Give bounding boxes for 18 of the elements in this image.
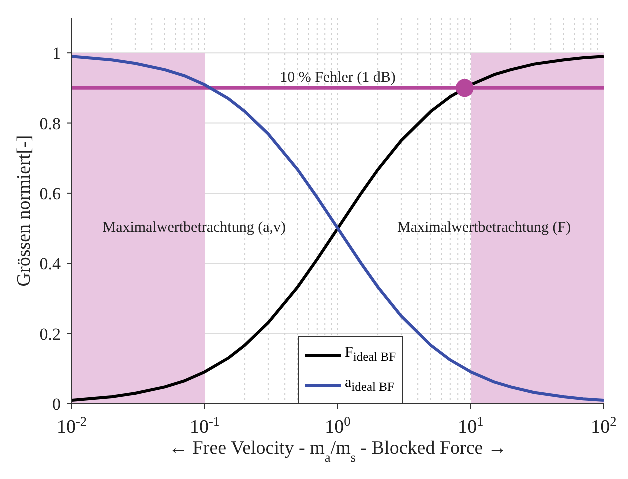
x-tick-label: 10$^{1}$	[458, 414, 484, 438]
ref-line-label: 10 % Fehler (1 dB)	[280, 70, 396, 86]
y-tick-label: 1	[52, 44, 61, 64]
legend-label: a$_{ideal BF}$	[345, 375, 394, 394]
x-axis-title: ← Free Velocity - m$_{a}$/m$_{s}$ - Blocked Force →	[169, 438, 507, 464]
y-tick-label: 0.2	[40, 324, 61, 344]
annotation: Maximalwertbetrachtung (F)	[397, 220, 572, 236]
annotation: Maximalwertbetrachtung (a,v)	[102, 220, 286, 236]
y-tick-label: 0.6	[40, 184, 61, 204]
x-tick-label: 10$^{2}$	[591, 414, 617, 438]
x-tick-label: 10$^{0}$	[325, 414, 352, 438]
legend-label: F$_{ideal BF}$	[345, 345, 396, 364]
x-tick-label: 10$^{-2}$	[56, 414, 88, 438]
y-axis-title: Grössen normiert[-]	[14, 135, 35, 287]
x-tick-label: 10$^{-1}$	[190, 414, 220, 438]
y-tick-label: 0.4	[40, 254, 62, 274]
y-tick-label: 0.8	[40, 114, 61, 134]
y-tick-label: 0	[52, 395, 61, 414]
